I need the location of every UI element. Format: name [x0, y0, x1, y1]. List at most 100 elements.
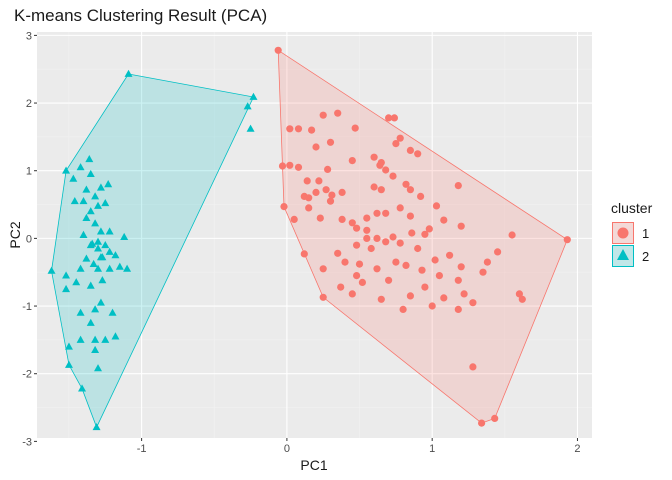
cluster-1-point: [418, 266, 426, 274]
cluster-1-point: [363, 234, 371, 242]
cluster-1-point: [392, 140, 400, 148]
cluster-1-point: [274, 46, 282, 54]
cluster-2-point: [124, 69, 133, 77]
cluster-1-point: [414, 150, 422, 158]
legend-title: cluster: [611, 200, 653, 216]
cluster-2-point: [82, 213, 91, 222]
cluster-1-point: [389, 172, 397, 180]
cluster-1-point: [406, 186, 414, 194]
cluster-2-point: [94, 264, 103, 272]
cluster-1-point: [280, 203, 288, 211]
legend-marker-triangle: [617, 249, 629, 260]
cluster-1-point: [373, 265, 381, 273]
cluster-1-point: [396, 134, 404, 142]
cluster-2-point: [243, 102, 252, 110]
x-tick-label: 1: [429, 443, 435, 455]
cluster-2-point: [94, 244, 103, 252]
y-tick-label: 0: [26, 233, 32, 245]
cluster-2-point: [64, 360, 73, 368]
cluster-1-point: [478, 419, 486, 427]
cluster-2-point: [101, 240, 110, 249]
cluster-1-point: [348, 290, 356, 298]
cluster-2-point: [105, 247, 114, 255]
cluster-1-point: [376, 161, 384, 169]
cluster-2-point: [120, 232, 129, 240]
cluster-2-point: [79, 230, 88, 238]
cluster-2-point: [62, 284, 71, 293]
cluster-2-hull: [51, 73, 255, 429]
cluster-1-point: [286, 125, 294, 133]
cluster-1-point: [440, 216, 448, 224]
cluster-1-point: [334, 109, 342, 117]
cluster-2-point: [86, 207, 95, 215]
cluster-2-point: [91, 192, 100, 200]
cluster-2-point: [76, 264, 85, 272]
cluster-2-point: [64, 342, 73, 350]
cluster-1-point: [334, 249, 342, 257]
cluster-1-point: [316, 214, 324, 222]
cluster-2-point: [76, 335, 85, 343]
cluster-1-point: [469, 363, 477, 371]
cluster-1-point: [417, 192, 425, 200]
cluster-1-point: [483, 258, 491, 266]
cluster-1-point: [363, 226, 371, 234]
cluster-1-point: [414, 244, 422, 253]
cluster-2-point: [86, 318, 95, 326]
cluster-1-point: [469, 299, 477, 307]
cluster-1-point: [353, 224, 361, 232]
cluster-2-point: [104, 180, 113, 188]
cluster-1-point: [457, 222, 465, 230]
x-tick-label: -1: [137, 443, 147, 455]
cluster-2-point: [246, 124, 255, 132]
cluster-1-point: [402, 261, 410, 269]
legend-label-2: 2: [642, 249, 649, 264]
chart-title: K-means Clustering Result (PCA): [14, 6, 268, 25]
cluster-1-point: [294, 163, 303, 171]
cluster-1-point: [326, 197, 335, 205]
cluster-1-point: [446, 251, 454, 259]
cluster-2-point: [86, 281, 95, 289]
cluster-1-point: [435, 272, 443, 280]
cluster-1-point: [406, 146, 414, 154]
cluster-1-point: [326, 138, 335, 146]
cluster-1-point: [370, 183, 378, 191]
cluster-1-point: [390, 114, 398, 122]
cluster-1-point: [353, 272, 361, 280]
cluster-1-point: [389, 233, 397, 241]
cluster-2-point: [92, 422, 101, 431]
cluster-1-point: [494, 248, 502, 256]
cluster-1-point: [518, 295, 526, 303]
cluster-1-point: [432, 202, 441, 210]
cluster-1-point: [421, 230, 429, 238]
cluster-2-point: [86, 169, 95, 178]
cluster-1-point: [303, 177, 311, 185]
y-tick-label: -2: [22, 369, 32, 381]
cluster-2-point: [85, 155, 94, 163]
y-tick-label: 2: [26, 98, 32, 110]
cluster-1-point: [479, 268, 487, 276]
cluster-1-point: [286, 161, 294, 169]
cluster-1-point: [508, 231, 516, 239]
cluster-1-point: [300, 250, 308, 258]
cluster-1-point: [319, 293, 327, 301]
cluster-1-point: [363, 214, 371, 222]
cluster-1-point: [385, 276, 393, 284]
cluster-1-point: [312, 143, 320, 151]
y-tick-label: 3: [26, 30, 32, 42]
cluster-1-point: [377, 295, 385, 303]
cluster-1-point: [425, 225, 433, 233]
cluster-2-point: [94, 201, 103, 209]
cluster-1-point: [392, 258, 400, 266]
cluster-2-point: [96, 183, 105, 191]
cluster-1-point: [382, 238, 390, 246]
cluster-1-point: [338, 215, 346, 223]
cluster-1-point: [377, 186, 385, 194]
cluster-1-point: [305, 204, 313, 212]
cluster-2-point: [98, 253, 107, 261]
cluster-2-point: [115, 262, 124, 270]
cluster-1-point: [491, 414, 499, 422]
cluster-2-point: [82, 254, 91, 262]
cluster-1-point: [315, 177, 323, 185]
legend-label-1: 1: [642, 226, 649, 241]
cluster-2-point: [108, 308, 117, 316]
